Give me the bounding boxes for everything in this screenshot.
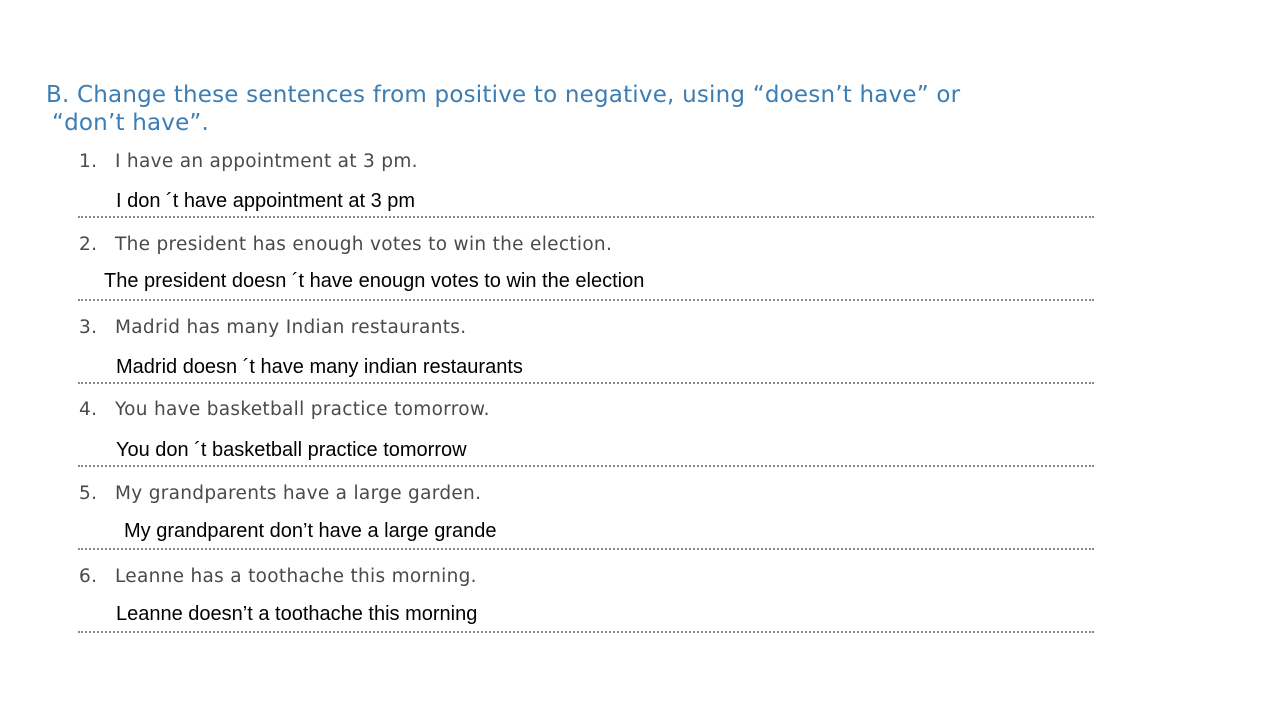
answer-line-6 (78, 631, 1094, 633)
answer-3[interactable]: Madrid doesn ´t have many indian restaur… (116, 356, 523, 378)
instruction-heading-line1: B. Change these sentences from positive … (46, 82, 961, 108)
item-number: 2. (79, 234, 98, 255)
sentence-text: The president has enough votes to win th… (115, 234, 613, 255)
sentence-text: My grandparents have a large garden. (115, 483, 482, 504)
answer-2[interactable]: The president doesn ´t have enougn votes… (104, 270, 645, 292)
item-number: 5. (79, 483, 98, 504)
exercise-sentence-5: 5. My grandparents have a large garden. (79, 483, 481, 504)
answer-line-4 (78, 465, 1094, 467)
exercise-sentence-1: 1. I have an appointment at 3 pm. (79, 151, 418, 172)
answer-5[interactable]: My grandparent don’t have a large grande (124, 520, 497, 542)
answer-line-3 (78, 382, 1094, 384)
item-number: 1. (79, 151, 98, 172)
instruction-heading-line2: “don’t have”. (52, 110, 210, 136)
item-number: 6. (79, 566, 98, 587)
sentence-text: I have an appointment at 3 pm. (115, 151, 418, 172)
answer-line-2 (78, 299, 1094, 301)
exercise-sentence-3: 3. Madrid has many Indian restaurants. (79, 317, 466, 338)
exercise-sentence-4: 4. You have basketball practice tomorrow. (79, 399, 490, 420)
answer-line-5 (78, 548, 1094, 550)
exercise-sentence-2: 2. The president has enough votes to win … (79, 234, 612, 255)
answer-line-1 (78, 216, 1094, 218)
sentence-text: Leanne has a toothache this morning. (115, 566, 477, 587)
sentence-text: You have basketball practice tomorrow. (115, 399, 490, 420)
item-number: 4. (79, 399, 98, 420)
answer-4[interactable]: You don ´t basketball practice tomorrow (116, 439, 467, 461)
sentence-text: Madrid has many Indian restaurants. (115, 317, 467, 338)
answer-6[interactable]: Leanne doesn’t a toothache this morning (116, 603, 478, 625)
answer-1[interactable]: I don ´t have appointment at 3 pm (116, 190, 416, 212)
exercise-sentence-6: 6. Leanne has a toothache this morning. (79, 566, 477, 587)
item-number: 3. (79, 317, 98, 338)
